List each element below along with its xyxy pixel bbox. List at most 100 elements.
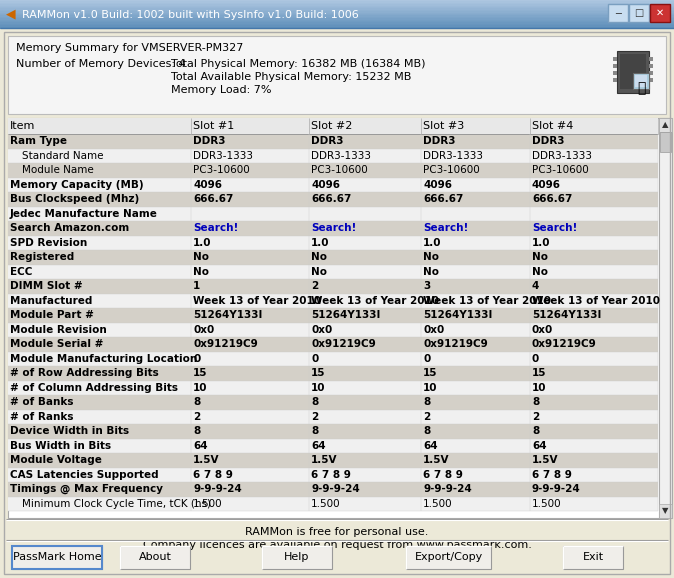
- Bar: [0, 0, 674, 2]
- Bar: [8, 177, 658, 192]
- Bar: [8, 294, 658, 308]
- Bar: [0, 18, 674, 20]
- Text: 9-9-9-24: 9-9-9-24: [311, 484, 360, 494]
- Text: 666.67: 666.67: [193, 194, 233, 204]
- Text: RAMMon is free for personal use.: RAMMon is free for personal use.: [245, 527, 429, 537]
- Text: 9-9-9-24: 9-9-9-24: [193, 484, 242, 494]
- Bar: [8, 163, 658, 177]
- Bar: [0, 13, 674, 14]
- Text: 0x0: 0x0: [423, 325, 444, 335]
- Text: 9-9-9-24: 9-9-9-24: [423, 484, 472, 494]
- Text: 1.0: 1.0: [423, 238, 441, 248]
- Text: Memory Capacity (MB): Memory Capacity (MB): [10, 180, 144, 190]
- Text: DDR3-1333: DDR3-1333: [423, 151, 483, 161]
- Text: Total Physical Memory: 16382 MB (16384 MB): Total Physical Memory: 16382 MB (16384 M…: [171, 59, 425, 69]
- Text: Manufactured: Manufactured: [10, 296, 92, 306]
- Text: 3: 3: [423, 281, 430, 291]
- Text: Slot #1: Slot #1: [193, 121, 235, 131]
- Text: Search!: Search!: [423, 223, 468, 234]
- Text: 1.5V: 1.5V: [532, 455, 559, 465]
- Bar: [0, 16, 674, 17]
- Text: Total Available Physical Memory: 15232 MB: Total Available Physical Memory: 15232 M…: [171, 72, 411, 82]
- Text: 0: 0: [423, 354, 430, 364]
- Text: 10: 10: [311, 383, 326, 392]
- Bar: [8, 221, 658, 235]
- Bar: [0, 14, 674, 16]
- Text: 1.5V: 1.5V: [423, 455, 450, 465]
- Text: Module Manufacturing Location: Module Manufacturing Location: [10, 354, 197, 364]
- Bar: [8, 235, 658, 250]
- Text: About: About: [139, 553, 171, 562]
- Bar: [8, 308, 658, 323]
- Bar: [613, 64, 617, 68]
- Text: Item: Item: [10, 121, 35, 131]
- Text: # of Ranks: # of Ranks: [10, 412, 73, 422]
- Text: 1.500: 1.500: [311, 499, 340, 509]
- Bar: [8, 439, 658, 453]
- Text: 64: 64: [193, 441, 208, 451]
- Text: 2: 2: [423, 412, 430, 422]
- Bar: [0, 1, 674, 3]
- Text: 1.500: 1.500: [532, 499, 561, 509]
- Bar: [0, 10, 674, 12]
- Text: 1.0: 1.0: [193, 238, 212, 248]
- Text: Help: Help: [284, 553, 309, 562]
- Text: ▼: ▼: [663, 506, 669, 516]
- Text: 9-9-9-24: 9-9-9-24: [532, 484, 581, 494]
- Text: PC3-10600: PC3-10600: [532, 165, 589, 175]
- Text: ─: ─: [615, 9, 621, 19]
- Bar: [8, 134, 658, 149]
- Text: Week 13 of Year 2010: Week 13 of Year 2010: [532, 296, 660, 306]
- Bar: [8, 149, 658, 163]
- Bar: [0, 4, 674, 6]
- Text: Search!: Search!: [193, 223, 239, 234]
- Bar: [0, 3, 674, 5]
- Bar: [563, 546, 623, 569]
- Text: # of Banks: # of Banks: [10, 397, 73, 407]
- Text: Slot #2: Slot #2: [311, 121, 353, 131]
- Text: 1.500: 1.500: [193, 499, 222, 509]
- Text: PC3-10600: PC3-10600: [311, 165, 368, 175]
- Text: 8: 8: [532, 426, 539, 436]
- Text: Search!: Search!: [532, 223, 578, 234]
- Text: Registered: Registered: [10, 252, 74, 262]
- Bar: [0, 17, 674, 18]
- Text: 10: 10: [193, 383, 208, 392]
- Bar: [262, 546, 332, 569]
- Bar: [8, 118, 658, 134]
- Bar: [0, 25, 674, 27]
- Text: ECC: ECC: [10, 267, 32, 277]
- Bar: [0, 23, 674, 24]
- Text: 0x0: 0x0: [311, 325, 332, 335]
- Text: 51264Y133I: 51264Y133I: [311, 310, 380, 320]
- Text: 2: 2: [311, 281, 318, 291]
- Bar: [659, 504, 672, 518]
- Text: ✕: ✕: [656, 8, 664, 18]
- Text: 8: 8: [193, 397, 200, 407]
- Text: 51264Y133I: 51264Y133I: [193, 310, 262, 320]
- Bar: [613, 78, 617, 82]
- Text: Search!: Search!: [311, 223, 357, 234]
- Bar: [0, 21, 674, 23]
- Text: Module Voltage: Module Voltage: [10, 455, 102, 465]
- Bar: [8, 206, 658, 221]
- Text: 4: 4: [532, 281, 539, 291]
- Text: # of Column Addressing Bits: # of Column Addressing Bits: [10, 383, 178, 392]
- Bar: [8, 409, 658, 424]
- Bar: [660, 132, 671, 152]
- Bar: [8, 424, 658, 439]
- Text: 0: 0: [532, 354, 539, 364]
- Text: DDR3: DDR3: [311, 136, 344, 146]
- Text: Jedec Manufacture Name: Jedec Manufacture Name: [10, 209, 158, 218]
- Bar: [8, 36, 666, 114]
- Bar: [8, 250, 658, 265]
- Text: No: No: [532, 267, 548, 277]
- Text: Standard Name: Standard Name: [22, 151, 104, 161]
- Text: PC3-10600: PC3-10600: [423, 165, 480, 175]
- Text: No: No: [193, 267, 209, 277]
- Text: ▲: ▲: [663, 120, 669, 129]
- Bar: [0, 27, 674, 28]
- Bar: [120, 546, 190, 569]
- Bar: [12, 546, 102, 569]
- Text: 8: 8: [311, 426, 318, 436]
